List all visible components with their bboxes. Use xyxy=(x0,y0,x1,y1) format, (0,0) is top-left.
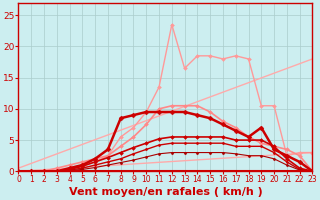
X-axis label: Vent moyen/en rafales ( km/h ): Vent moyen/en rafales ( km/h ) xyxy=(68,187,262,197)
